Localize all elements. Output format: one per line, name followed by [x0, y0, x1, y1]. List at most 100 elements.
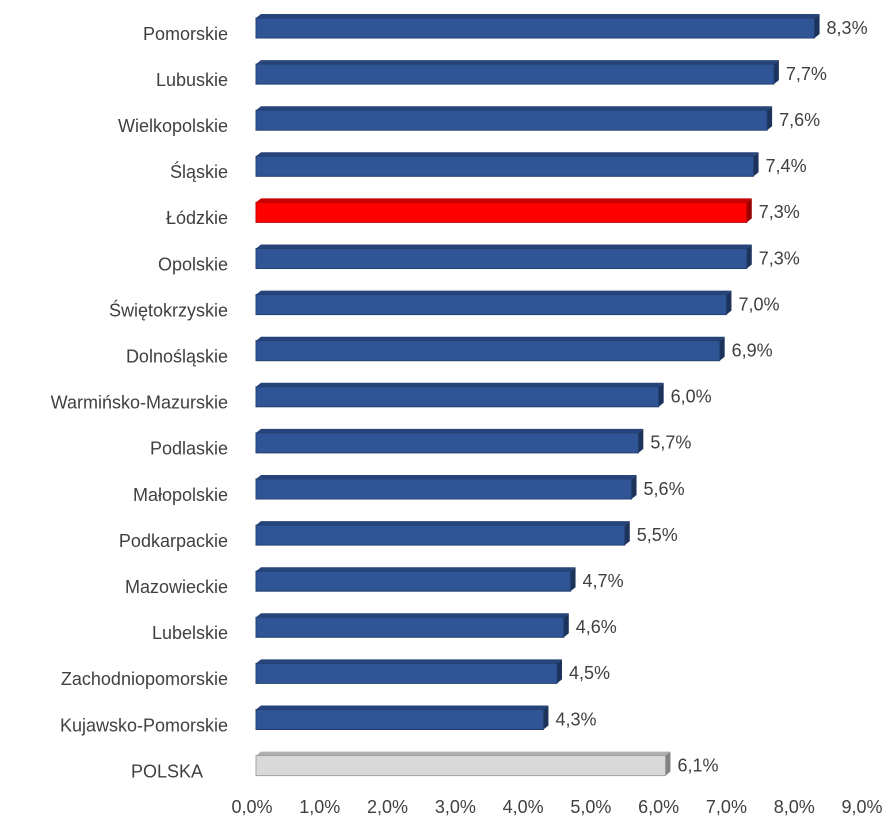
y-tick-label: Zachodniopomorskie	[61, 669, 228, 689]
bar-top	[256, 751, 671, 756]
value-label: 5,6%	[644, 479, 685, 499]
value-label: 7,0%	[738, 294, 779, 314]
y-tick-label: Wielkopolskie	[118, 116, 228, 136]
bar-face	[255, 63, 775, 85]
bar	[255, 521, 630, 546]
bar-side	[638, 428, 644, 453]
bar	[255, 428, 644, 454]
bar	[255, 152, 759, 177]
bar-side	[726, 290, 732, 315]
value-label: 8,3%	[827, 18, 868, 38]
y-tick-label: Kujawsko-Pomorskie	[60, 715, 228, 735]
bar-top	[256, 613, 569, 618]
value-label: 5,5%	[637, 525, 678, 545]
y-tick-label: Dolnośląskie	[126, 346, 228, 366]
x-tick-label: 6,0%	[638, 797, 679, 817]
bar-top	[256, 475, 637, 479]
value-label: 4,7%	[583, 571, 624, 591]
bar-face	[255, 340, 721, 362]
bar-face	[255, 155, 755, 177]
bar-top	[256, 244, 752, 249]
bar	[255, 198, 752, 223]
y-tick-label: Lubuskie	[156, 70, 228, 90]
y-tick-label: POLSKA	[131, 761, 203, 781]
bar	[255, 475, 637, 500]
y-tick-label: Śląskie	[170, 161, 228, 182]
bar-face	[255, 478, 633, 500]
value-label: 7,3%	[759, 248, 800, 268]
x-tick-label: 9,0%	[841, 797, 882, 817]
x-tick-label: 7,0%	[706, 797, 747, 817]
bar	[255, 659, 562, 684]
y-tick-label: Małopolskie	[133, 485, 228, 505]
bar-face	[255, 432, 639, 454]
value-label: 6,1%	[677, 755, 718, 775]
bar-face	[255, 755, 666, 777]
bar-face	[255, 109, 768, 131]
bar-face	[255, 386, 660, 408]
bar-face	[255, 17, 816, 39]
bar-side	[631, 475, 637, 499]
bar-side	[563, 613, 569, 638]
bar-side	[753, 152, 759, 177]
bar-face	[255, 662, 558, 684]
bar-side	[543, 705, 549, 730]
bar-side	[570, 567, 576, 592]
bar-face	[255, 294, 727, 316]
x-tick-label: 1,0%	[299, 797, 340, 817]
bar-side	[746, 198, 752, 223]
bar	[255, 382, 664, 408]
bar-top	[256, 521, 630, 526]
value-label: 4,5%	[569, 663, 610, 683]
value-label: 6,9%	[732, 340, 773, 360]
bar-side	[658, 382, 664, 407]
bar-top	[256, 198, 752, 203]
bar-face	[255, 709, 544, 730]
bar-side	[773, 60, 779, 85]
value-label: 6,0%	[671, 387, 712, 407]
bar-side	[557, 659, 562, 684]
value-label: 7,7%	[786, 64, 827, 84]
value-label: 7,4%	[766, 156, 807, 176]
bar-side	[814, 14, 820, 38]
bar-face	[255, 616, 565, 638]
bar	[255, 290, 732, 316]
y-tick-label: Opolskie	[158, 254, 228, 274]
bar-top	[256, 106, 773, 111]
bar	[255, 14, 820, 39]
bar-top	[256, 60, 779, 65]
x-tick-label: 0,0%	[231, 797, 272, 817]
x-tick-label: 4,0%	[503, 797, 544, 817]
bar	[255, 106, 773, 131]
y-tick-label: Podlaskie	[150, 439, 228, 459]
bar-face	[255, 524, 626, 546]
value-label: 7,6%	[779, 110, 820, 130]
bar-side	[624, 521, 630, 546]
bar	[255, 336, 725, 362]
value-label: 7,3%	[759, 202, 800, 222]
y-tick-label: Lubelskie	[152, 623, 228, 643]
bar-top	[256, 152, 759, 157]
y-tick-label: Podkarpackie	[119, 531, 228, 551]
value-label: 5,7%	[650, 433, 691, 453]
y-tick-label: Warmińsko-Mazurskie	[51, 393, 228, 413]
bar-side	[719, 336, 725, 361]
bar	[255, 567, 576, 592]
bar-top	[256, 567, 576, 572]
y-tick-label: Mazowieckie	[125, 577, 228, 597]
bar-top	[256, 659, 562, 664]
y-tick-label: Świętokrzyskie	[109, 299, 228, 320]
bar-face	[255, 201, 748, 223]
bar	[255, 705, 549, 730]
bar-side	[746, 244, 752, 269]
bar-face	[255, 248, 748, 269]
bar	[255, 613, 569, 638]
bar-top	[256, 428, 644, 433]
bar-top	[256, 14, 820, 18]
x-tick-label: 8,0%	[774, 797, 815, 817]
bar-side	[665, 751, 671, 776]
bar	[255, 244, 752, 269]
x-tick-label: 5,0%	[570, 797, 611, 817]
value-label: 4,3%	[555, 709, 596, 729]
